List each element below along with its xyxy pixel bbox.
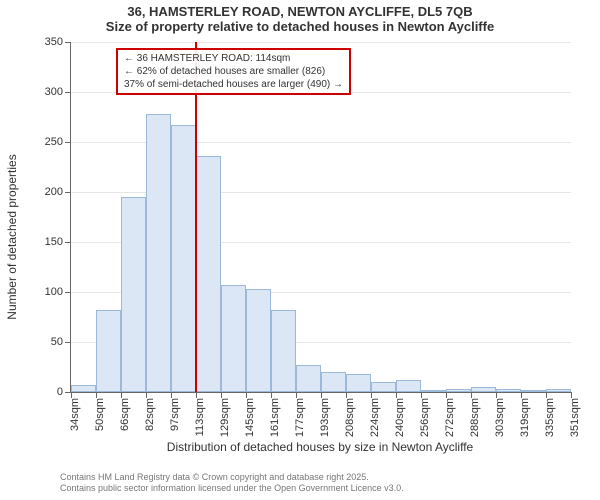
x-tick-label: 272sqm <box>444 398 456 437</box>
histogram-bar <box>446 389 471 392</box>
x-tick-label: 224sqm <box>369 398 381 437</box>
chart-title-block: 36, HAMSTERLEY ROAD, NEWTON AYCLIFFE, DL… <box>0 0 600 34</box>
x-tick-label: 97sqm <box>169 398 181 431</box>
y-tick <box>65 242 71 243</box>
y-tick-label: 350 <box>45 36 63 48</box>
y-tick-label: 250 <box>45 136 63 148</box>
histogram-bar <box>196 156 221 392</box>
x-tick-label: 240sqm <box>394 398 406 437</box>
histogram-bar <box>546 389 571 392</box>
x-tick-label: 335sqm <box>544 398 556 437</box>
grid-line <box>71 42 571 43</box>
footer-line2: Contains public sector information licen… <box>60 483 404 494</box>
x-tick-label: 113sqm <box>194 398 206 436</box>
x-tick-label: 161sqm <box>269 398 281 437</box>
footer-attribution: Contains HM Land Registry data © Crown c… <box>60 472 404 494</box>
y-tick-label: 300 <box>45 86 63 98</box>
histogram-bar <box>371 382 396 392</box>
y-tick <box>65 192 71 193</box>
histogram-bar <box>121 197 146 392</box>
x-tick-label: 351sqm <box>569 398 581 437</box>
plot-area: ← 36 HAMSTERLEY ROAD: 114sqm ← 62% of de… <box>70 42 571 393</box>
chart-title-main: 36, HAMSTERLEY ROAD, NEWTON AYCLIFFE, DL… <box>0 4 600 19</box>
y-tick <box>65 92 71 93</box>
histogram-bar <box>246 289 271 392</box>
annotation-line3: 37% of semi-detached houses are larger (… <box>124 78 343 91</box>
x-tick-label: 50sqm <box>94 398 106 431</box>
histogram-bar <box>296 365 321 392</box>
annotation-box: ← 36 HAMSTERLEY ROAD: 114sqm ← 62% of de… <box>116 48 351 95</box>
footer-line1: Contains HM Land Registry data © Crown c… <box>60 472 404 483</box>
y-tick <box>65 142 71 143</box>
annotation-line2: ← 62% of detached houses are smaller (82… <box>124 65 343 78</box>
histogram-bar <box>421 390 446 392</box>
histogram-bar <box>521 390 546 392</box>
x-tick-label: 303sqm <box>494 398 506 437</box>
x-tick-label: 193sqm <box>319 398 331 437</box>
y-tick <box>65 342 71 343</box>
x-tick-label: 82sqm <box>144 398 156 431</box>
y-tick-label: 50 <box>51 336 63 348</box>
histogram-bar <box>221 285 246 392</box>
y-tick-label: 150 <box>45 236 63 248</box>
histogram-bar <box>271 310 296 392</box>
histogram-bar <box>96 310 121 392</box>
x-tick-label: 129sqm <box>219 398 231 437</box>
histogram-bar <box>396 380 421 392</box>
y-tick-label: 0 <box>57 386 63 398</box>
histogram-bar <box>346 374 371 392</box>
chart-title-sub: Size of property relative to detached ho… <box>0 19 600 34</box>
histogram-bar <box>496 389 521 392</box>
x-tick-label: 256sqm <box>419 398 431 437</box>
y-axis-title: Number of detached properties <box>5 154 19 319</box>
histogram-bar <box>471 387 496 392</box>
x-tick-label: 145sqm <box>244 398 256 437</box>
x-tick-label: 319sqm <box>519 398 531 437</box>
x-tick-label: 34sqm <box>69 398 81 431</box>
x-tick-label: 177sqm <box>294 398 306 437</box>
y-tick <box>65 42 71 43</box>
y-tick <box>65 292 71 293</box>
y-tick-label: 100 <box>45 286 63 298</box>
histogram-bar <box>146 114 171 392</box>
x-tick-label: 66sqm <box>119 398 131 431</box>
x-tick-label: 208sqm <box>344 398 356 437</box>
chart-container: Number of detached properties ← 36 HAMST… <box>40 42 580 432</box>
histogram-bar <box>71 385 96 392</box>
x-tick-label: 288sqm <box>469 398 481 437</box>
histogram-bar <box>321 372 346 392</box>
annotation-line1: ← 36 HAMSTERLEY ROAD: 114sqm <box>124 52 343 65</box>
y-tick-label: 200 <box>45 186 63 198</box>
histogram-bar <box>171 125 196 392</box>
